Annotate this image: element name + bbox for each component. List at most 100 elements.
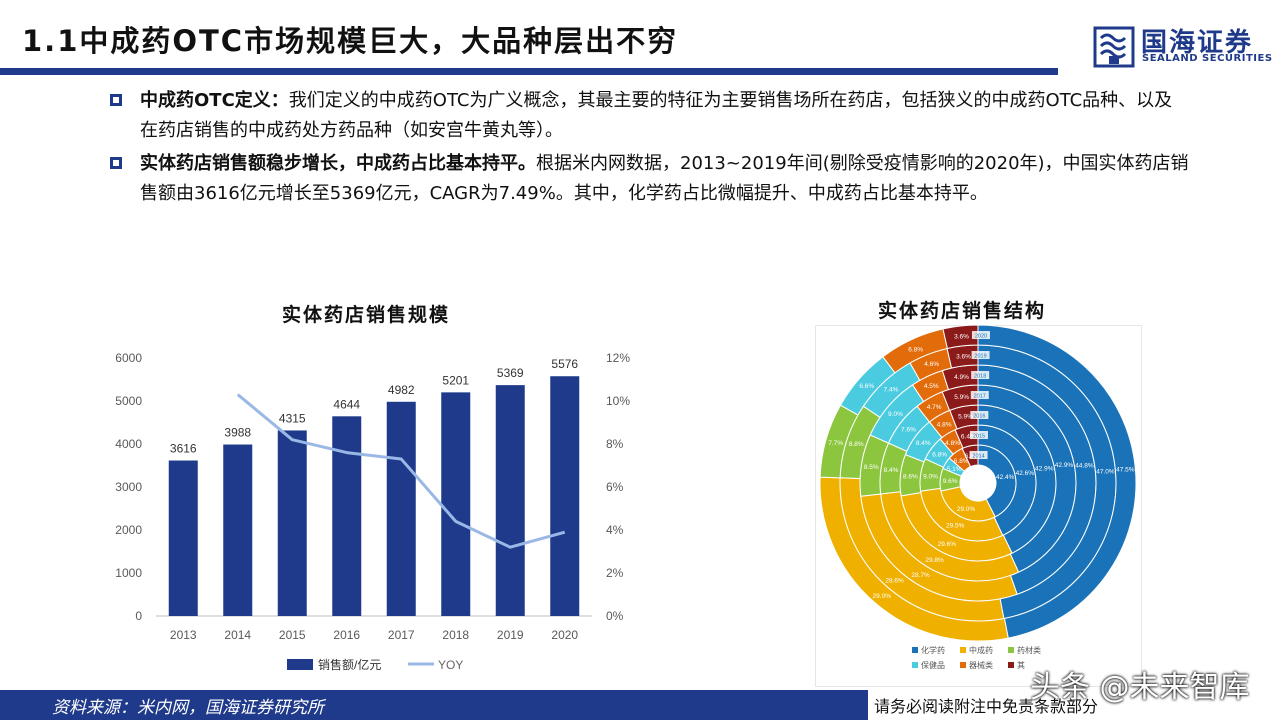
sunburst-value-label: 8.5% bbox=[864, 464, 879, 471]
watermark: 头条 @未来智库 bbox=[1030, 670, 1250, 705]
legend-label-bar: 销售额/亿元 bbox=[318, 657, 381, 672]
x-tick-label: 2018 bbox=[442, 628, 469, 642]
bullet-lead: 实体药店销售额稳步增长，中成药占比基本持平。 bbox=[140, 153, 536, 174]
bar bbox=[277, 430, 307, 616]
ring-year-label: 2020 bbox=[975, 334, 987, 340]
ring-label-bg bbox=[970, 411, 989, 420]
legend-label-line: YOY bbox=[438, 658, 463, 672]
square-bullet-icon bbox=[110, 94, 122, 106]
ring-label-bg bbox=[971, 331, 990, 340]
x-tick-label: 2016 bbox=[333, 628, 360, 642]
sunburst-value-label: 3.6% bbox=[954, 333, 969, 340]
sunburst-legend-label: 中成药 bbox=[969, 645, 993, 655]
ring-year-label: 2017 bbox=[974, 394, 986, 400]
bar-data-label: 5201 bbox=[442, 373, 469, 387]
sunburst-legend-label: 器械类 bbox=[969, 660, 993, 670]
logo-en-text: SEALAND SECURITIES bbox=[1142, 53, 1273, 64]
sunburst-value-label: 29.0% bbox=[873, 593, 892, 600]
x-tick-label: 2017 bbox=[388, 628, 415, 642]
y-left-tick-label: 0 bbox=[135, 609, 142, 623]
ring-label-bg bbox=[969, 451, 988, 460]
square-bullet-icon bbox=[110, 157, 122, 169]
sunburst-segment bbox=[942, 324, 979, 350]
disclaimer-text: 请务必阅读附注中免责条款部分 bbox=[874, 697, 1099, 716]
sunburst-value-label: 42.9% bbox=[1035, 465, 1054, 472]
bar bbox=[386, 401, 416, 616]
sunburst-value-label: 4.7% bbox=[927, 404, 942, 411]
ring-year-label: 2016 bbox=[973, 414, 985, 420]
sunburst-value-label: 7.7% bbox=[828, 440, 843, 447]
bar-data-label: 5369 bbox=[497, 366, 524, 380]
sunburst-value-label: 42.9% bbox=[1055, 462, 1074, 469]
sunburst-value-label: 9.6% bbox=[943, 478, 958, 485]
source-note: 资料来源：米内网，国海证券研究所 bbox=[52, 698, 324, 718]
sunburst-value-label: 44.8% bbox=[1075, 462, 1094, 469]
company-logo: 国海证券 SEALAND SECURITIES bbox=[1093, 24, 1273, 68]
sunburst-value-label: 42.6% bbox=[1016, 470, 1035, 477]
yoy-line bbox=[236, 393, 566, 549]
sunburst-legend-swatch bbox=[960, 662, 966, 668]
sunburst-value-label: 5.9% bbox=[954, 394, 969, 401]
sunburst-value-label: 47.0% bbox=[1096, 468, 1115, 475]
sunburst-legend-swatch bbox=[912, 647, 918, 653]
bar bbox=[332, 416, 362, 616]
sunburst-legend-label: 保健品 bbox=[921, 660, 945, 670]
sunburst-value-label: 6.8% bbox=[908, 346, 923, 353]
sunburst-value-label: 29.8% bbox=[925, 557, 944, 564]
title-rule bbox=[0, 68, 1058, 75]
sunburst-value-label: 9.0% bbox=[888, 411, 903, 418]
sunburst-value-label: 4.8% bbox=[945, 440, 960, 447]
sunburst-legend-label: 其 bbox=[1017, 661, 1025, 670]
bullet-text: 我们定义的中成药OTC为广义概念，其最主要的特征为主要销售场所在药店，包括狭义的… bbox=[140, 90, 1173, 141]
sunburst-legend-label: 化学药 bbox=[921, 645, 945, 655]
x-tick-label: 2013 bbox=[170, 628, 197, 642]
sunburst-value-label: 3.6% bbox=[956, 353, 971, 360]
sunburst-value-label: 8.6% bbox=[903, 473, 918, 480]
y-left-tick-label: 5000 bbox=[115, 394, 142, 408]
ring-label-bg bbox=[971, 351, 990, 360]
x-tick-label: 2020 bbox=[551, 628, 578, 642]
sunburst-value-label: 8.4% bbox=[884, 467, 899, 474]
footer-bar: 资料来源：米内网，国海证券研究所 bbox=[0, 690, 1280, 720]
sunburst-value-label: 47.5% bbox=[1116, 466, 1135, 473]
sunburst-value-label: 7.6% bbox=[901, 427, 916, 434]
bar-data-label: 4315 bbox=[279, 411, 306, 425]
bullet-item: 中成药OTC定义：我们定义的中成药OTC为广义概念，其最主要的特征为主要销售场所… bbox=[110, 86, 1190, 146]
ring-label-bg bbox=[970, 391, 989, 400]
ring-label-bg bbox=[969, 431, 988, 440]
bullet-lead: 中成药OTC定义： bbox=[140, 90, 289, 111]
sealand-logo-icon bbox=[1093, 26, 1135, 68]
sunburst-legend-swatch bbox=[912, 662, 918, 668]
y-right-tick-label: 2% bbox=[606, 566, 624, 580]
bullet-item: 实体药店销售额稳步增长，中成药占比基本持平。根据米内网数据，2013~2019年… bbox=[110, 149, 1190, 209]
sunburst-value-label: 4.6% bbox=[924, 361, 939, 368]
sunburst-value-label: 4.8% bbox=[937, 422, 952, 429]
sunburst-value-label: 7.4% bbox=[884, 387, 899, 394]
sunburst-value-label: 6.4% bbox=[961, 433, 976, 440]
sunburst-legend-swatch bbox=[960, 647, 966, 653]
y-left-tick-label: 1000 bbox=[115, 566, 142, 580]
bar bbox=[550, 376, 580, 616]
y-right-tick-label: 6% bbox=[606, 480, 624, 494]
ring-year-label: 2014 bbox=[972, 454, 984, 460]
sunburst-chart-title: 实体药店销售结构 bbox=[878, 300, 1047, 322]
sunburst-value-label: 5.1% bbox=[947, 466, 962, 473]
y-right-tick-label: 10% bbox=[606, 394, 630, 408]
sunburst-legend-swatch bbox=[1008, 662, 1014, 668]
y-left-tick-label: 3000 bbox=[115, 480, 142, 494]
y-right-tick-label: 12% bbox=[606, 351, 630, 365]
sunburst-value-label: 5.9% bbox=[958, 414, 973, 421]
sunburst-value-label: 29.5% bbox=[946, 523, 965, 530]
logo-cn-text: 国海证券 bbox=[1141, 28, 1254, 58]
bullet-text: 根据米内网数据，2013~2019年间(剔除受疫情影响的2020年)，中国实体药… bbox=[140, 153, 1189, 204]
footer-right-panel bbox=[868, 690, 1280, 720]
ring-year-label: 2018 bbox=[974, 374, 986, 380]
bar-data-label: 3616 bbox=[170, 442, 197, 456]
bar-data-label: 4644 bbox=[333, 397, 360, 411]
sunburst-value-label: 6.8% bbox=[932, 452, 947, 459]
bar-chart-title: 实体药店销售规模 bbox=[282, 304, 451, 326]
y-right-tick-label: 0% bbox=[606, 609, 624, 623]
sunburst-value-label: 9.0% bbox=[923, 474, 938, 481]
sunburst-value-label: 8.8% bbox=[849, 441, 864, 448]
